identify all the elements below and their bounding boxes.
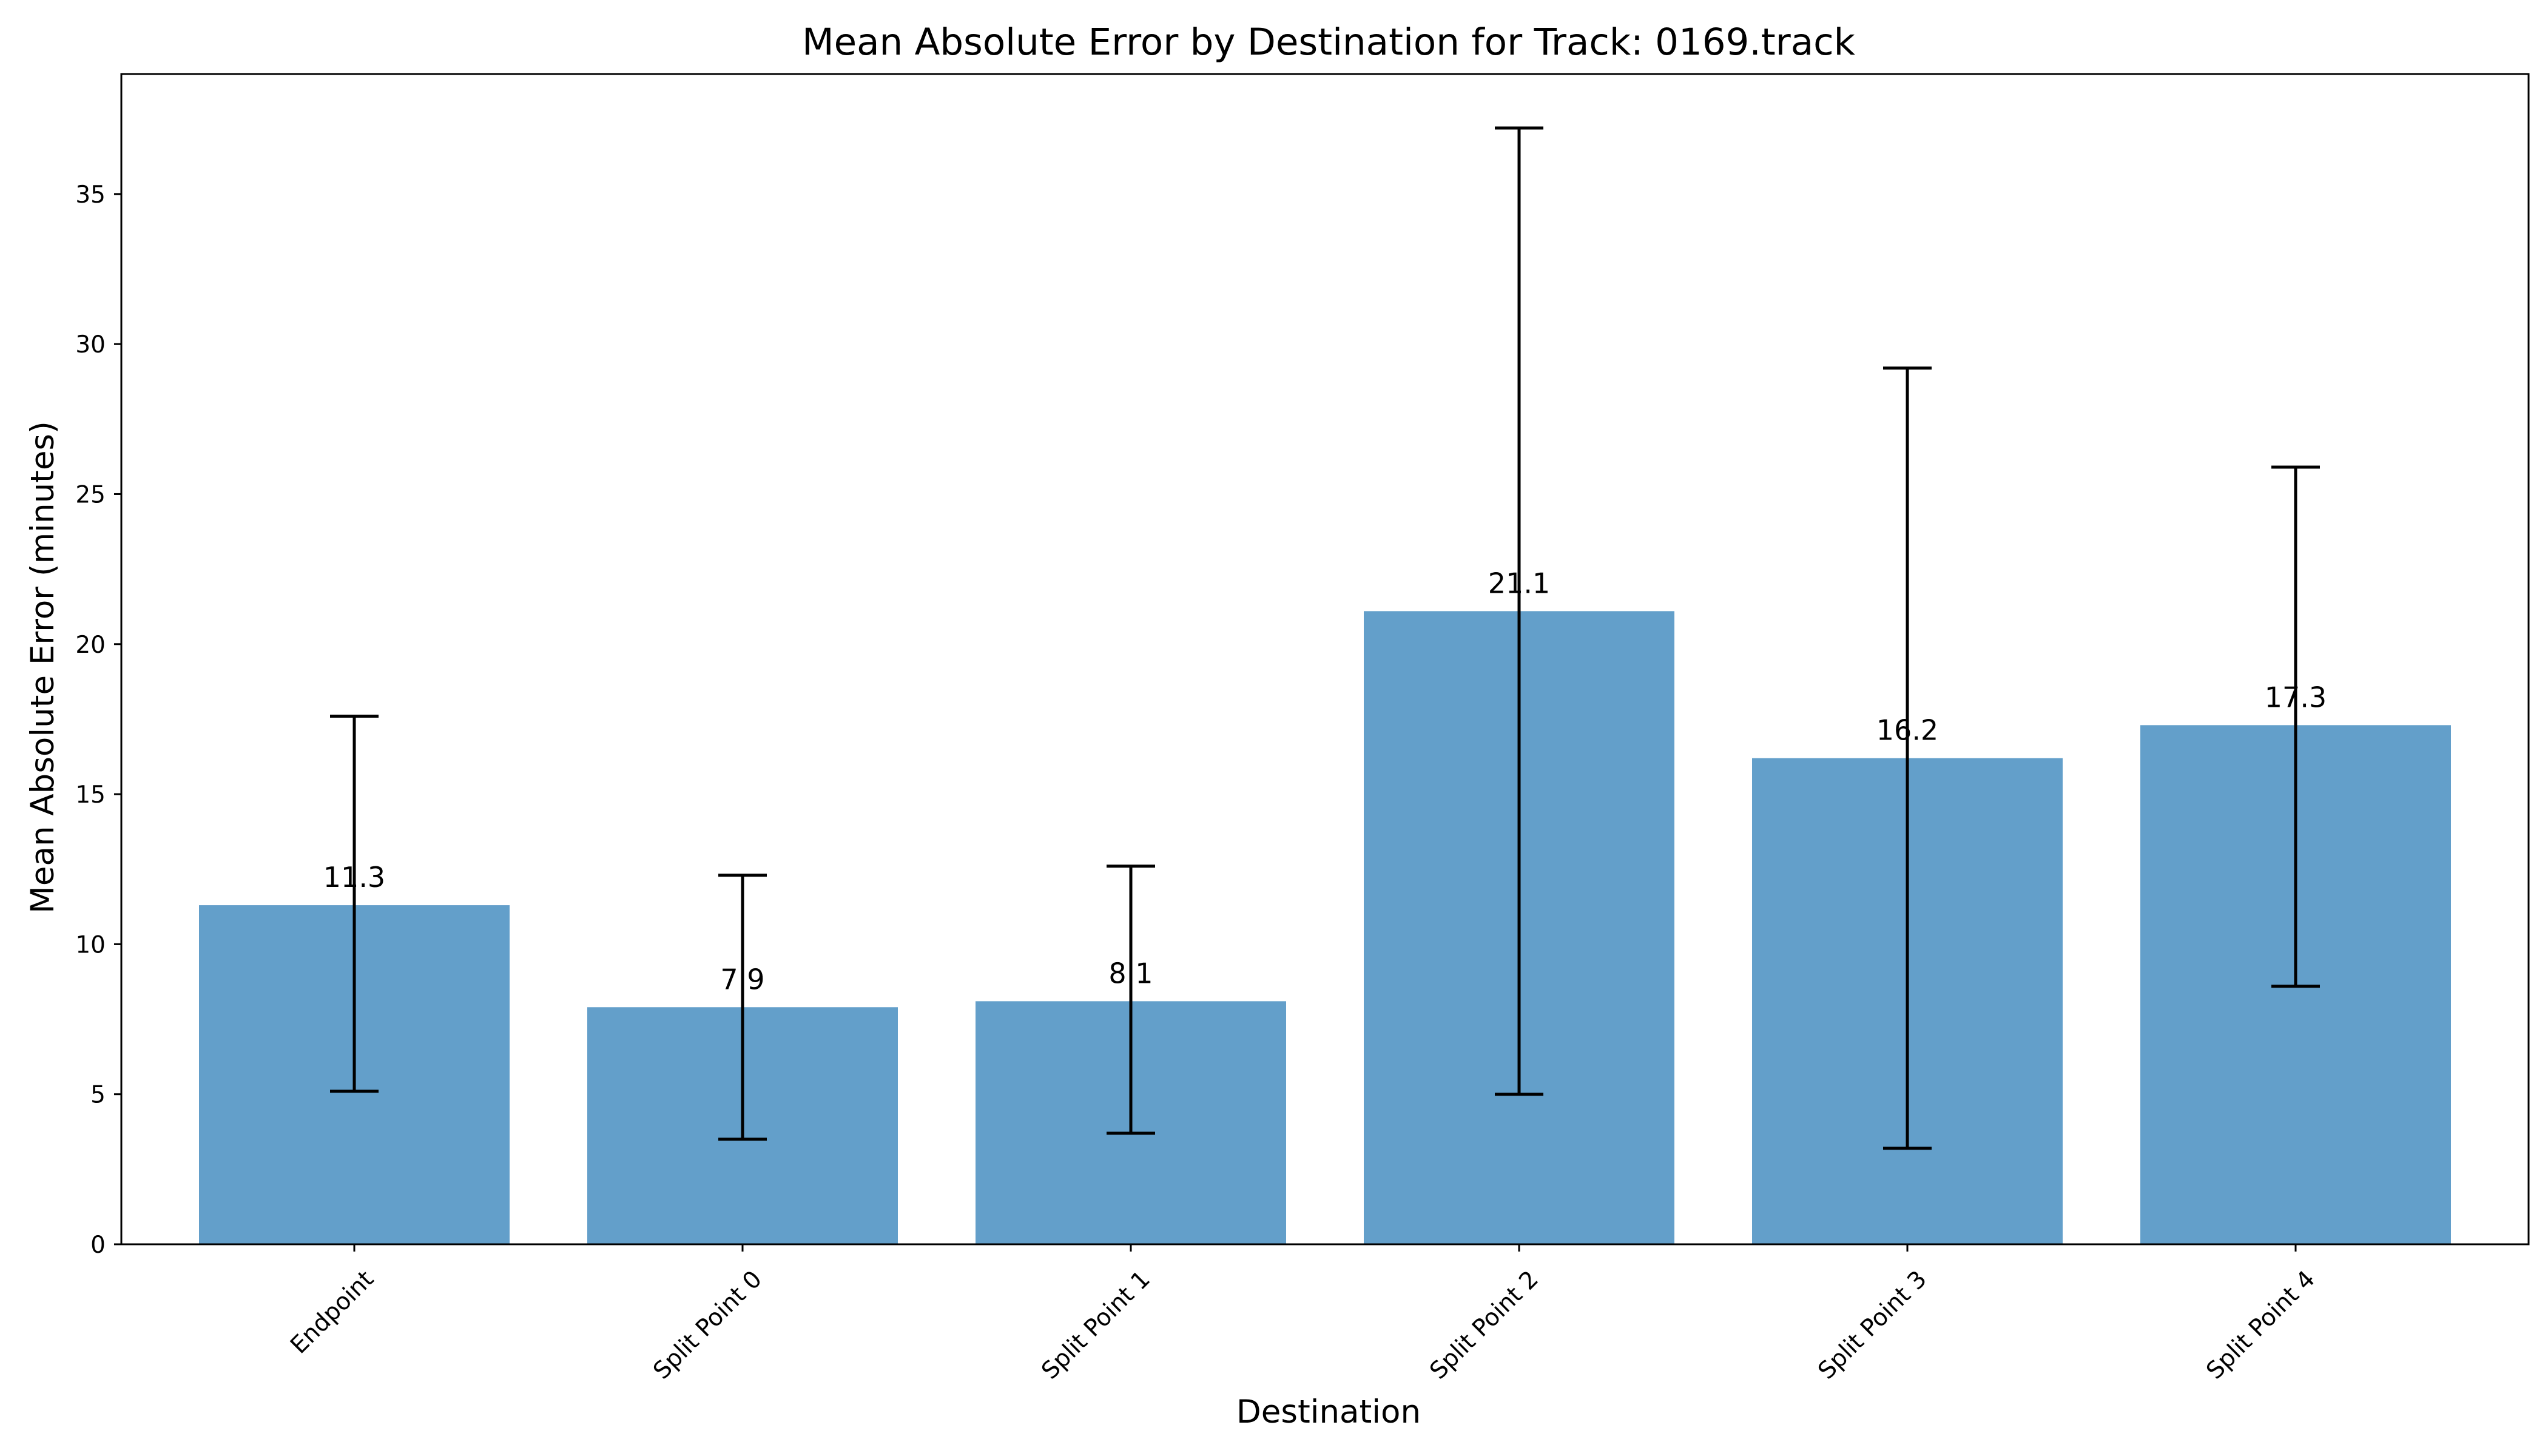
y-tick-label-2: 10	[75, 931, 106, 959]
y-tick-label-1: 5	[90, 1082, 106, 1109]
data-label-5: 17.3	[2265, 681, 2327, 713]
error-bar-0	[330, 714, 379, 1093]
data-label-4: 16.2	[1876, 714, 1938, 747]
data-label-2: 8.1	[1108, 957, 1153, 989]
y-tick-label-6: 30	[75, 331, 106, 359]
error-bar-1	[718, 874, 767, 1141]
y-tick-label-7: 35	[75, 181, 106, 209]
x-axis-label: Destination	[1236, 1394, 1421, 1431]
plot-frame	[120, 73, 2530, 1245]
data-labels-layer: 11.3 7.9 8.1 21.1 16.2 17.3	[323, 567, 2327, 996]
y-axis-label: Mean Absolute Error (minutes)	[24, 421, 61, 914]
y-tick-label-3: 15	[75, 781, 106, 809]
y-tick-label-0: 0	[90, 1232, 106, 1259]
y-tick-label-4: 20	[75, 632, 106, 659]
error-bars-layer	[330, 126, 2320, 1150]
error-bar-5	[2271, 465, 2320, 988]
error-bar-2	[1107, 864, 1155, 1135]
error-bar-4	[1883, 366, 1932, 1150]
data-label-1: 7.9	[720, 963, 764, 996]
chart-title: Mean Absolute Error by Destination for T…	[802, 21, 1856, 64]
error-bar-3	[1495, 126, 1543, 1096]
y-tick-label-5: 25	[75, 481, 106, 508]
data-label-0: 11.3	[323, 861, 385, 894]
data-label-3: 21.1	[1488, 567, 1550, 599]
